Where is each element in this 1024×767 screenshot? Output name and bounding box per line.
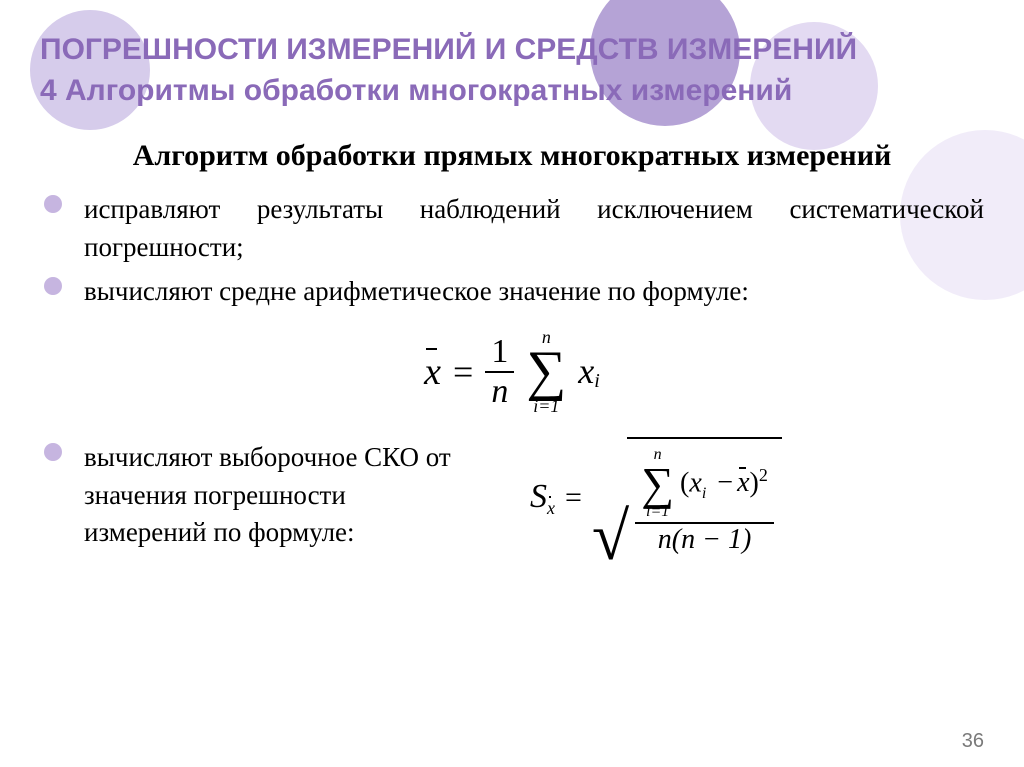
sko-numerator: n ∑ i=1 (xi −x)2 — [635, 445, 774, 522]
sum-term: xi — [578, 350, 600, 393]
summation: n ∑ i=1 — [641, 447, 674, 520]
bullet-icon — [44, 443, 62, 461]
equals-sign: = — [565, 481, 582, 515]
bullet-item: вычисляют выборочное СКО от значения пог… — [40, 439, 470, 552]
radical-icon: √ — [592, 513, 629, 561]
formula-sko: Sx = √ n ∑ i=1 (xi — [530, 437, 782, 560]
fraction-1-over-n: 1 n — [485, 333, 514, 411]
subtitle: Алгоритм обработки прямых многократных и… — [40, 139, 984, 173]
bullet-item: исправляют результаты наблюдений исключе… — [40, 191, 984, 267]
bullet-icon — [44, 277, 62, 295]
frac-den: n — [485, 373, 514, 411]
sko-sub-xbar: x — [547, 498, 555, 519]
frac-num: 1 — [485, 333, 514, 371]
page-number: 36 — [962, 730, 984, 753]
bullet-text: вычисляют выборочное СКО от значения пог… — [84, 439, 470, 552]
sum-lower: i=1 — [646, 504, 669, 520]
square-root: √ n ∑ i=1 (xi −x)2 — [592, 437, 782, 560]
sko-denominator: n(n − 1) — [652, 524, 758, 556]
sko-row: вычисляют выборочное СКО от значения пог… — [40, 437, 984, 560]
sigma-icon: ∑ — [526, 346, 566, 396]
title-line-2: 4 Алгоритмы обработки многократных измер… — [40, 71, 984, 112]
bullet-icon — [44, 195, 62, 213]
sigma-icon: ∑ — [641, 463, 674, 504]
under-root: n ∑ i=1 (xi −x)2 n(n − 1) — [627, 437, 782, 560]
bullet-item: вычисляют средне арифметическое значение… — [40, 273, 984, 311]
bullet-text: исправляют результаты наблюдений исключе… — [84, 191, 984, 267]
slide-title-block: ПОГРЕШНОСТИ ИЗМЕРЕНИЙ И СРЕДСТВ ИЗМЕРЕНИ… — [40, 30, 984, 111]
bullet-list: вычисляют выборочное СКО от значения пог… — [40, 439, 470, 558]
sko-S: S — [530, 478, 547, 515]
summation: n ∑ i=1 — [526, 328, 566, 414]
title-line-1: ПОГРЕШНОСТИ ИЗМЕРЕНИЙ И СРЕДСТВ ИЗМЕРЕНИ… — [40, 30, 984, 71]
mean-lhs-xbar: x — [424, 350, 441, 394]
sko-fraction: n ∑ i=1 (xi −x)2 n(n − 1) — [635, 445, 774, 556]
bullet-text: вычисляют средне арифметическое значение… — [84, 273, 984, 311]
sko-paren-term: (xi −x)2 — [680, 466, 768, 502]
sko-lhs: Sx — [530, 478, 555, 519]
formula-mean: x = 1 n n ∑ i=1 xi — [40, 328, 984, 414]
term-var: x — [578, 351, 594, 391]
slide: ПОГРЕШНОСТИ ИЗМЕРЕНИЙ И СРЕДСТВ ИЗМЕРЕНИ… — [0, 0, 1024, 767]
bullet-list: исправляют результаты наблюдений исключе… — [40, 191, 984, 310]
sum-lower: i=1 — [533, 397, 559, 415]
term-sub: i — [594, 370, 600, 392]
equals-sign: = — [453, 351, 473, 393]
